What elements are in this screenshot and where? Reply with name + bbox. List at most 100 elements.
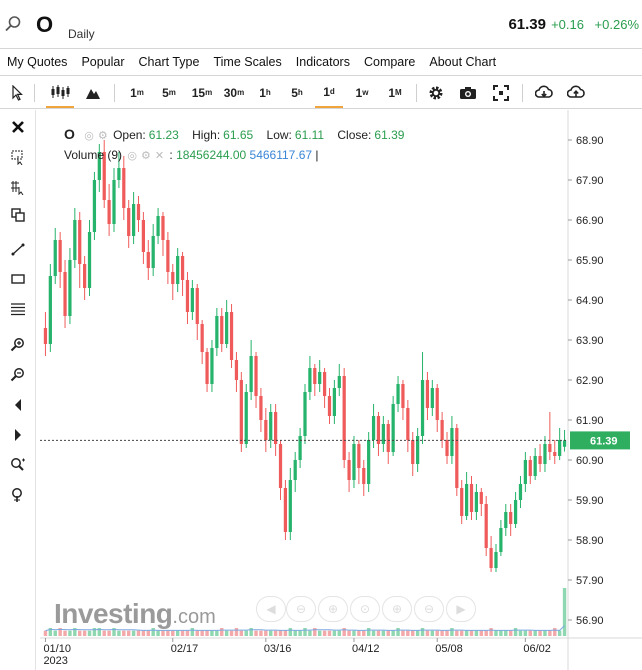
scroll-left-nav-icon[interactable]: ◀ bbox=[256, 596, 286, 622]
volume-bar bbox=[249, 628, 253, 636]
menu-compare[interactable]: Compare bbox=[363, 55, 416, 69]
candle-body bbox=[308, 368, 312, 392]
rectangle-icon[interactable] bbox=[6, 268, 30, 290]
cursor-icon[interactable] bbox=[6, 77, 28, 108]
candlestick-chart[interactable]: 68.90 67.90 66.90 65.90 64.90 63.90 62.90 61.90… bbox=[40, 110, 642, 670]
volume-bar bbox=[459, 630, 464, 636]
scroll-left-icon[interactable] bbox=[6, 394, 30, 416]
candle-body bbox=[332, 388, 336, 416]
area-chart-icon[interactable] bbox=[82, 77, 104, 108]
candle-body bbox=[107, 200, 111, 224]
volume-bar bbox=[474, 630, 479, 636]
fibonacci-icon[interactable] bbox=[6, 298, 30, 320]
menu-indicators[interactable]: Indicators bbox=[295, 55, 350, 69]
candle-body bbox=[406, 408, 410, 440]
close-icon[interactable]: ✕ bbox=[154, 150, 165, 162]
trend-line-icon[interactable] bbox=[6, 238, 30, 260]
eye-icon[interactable]: ◎ bbox=[84, 130, 94, 142]
menu-popular[interactable]: Popular bbox=[81, 55, 125, 69]
candlestick-chart-icon[interactable] bbox=[46, 77, 74, 108]
volume-bar bbox=[53, 630, 57, 636]
low-label: Low: bbox=[266, 128, 292, 142]
x-tick-label: 05/08 bbox=[435, 643, 463, 655]
y-tick-label: 60.90 bbox=[576, 455, 604, 467]
fullscreen-icon[interactable] bbox=[489, 77, 513, 108]
y-tick-label: 57.90 bbox=[576, 575, 604, 587]
settings-icon[interactable]: ⚙ bbox=[97, 130, 108, 142]
candle-body bbox=[141, 220, 146, 252]
scroll-right-icon[interactable] bbox=[6, 424, 30, 446]
candle-body bbox=[244, 392, 248, 444]
volume-bar bbox=[533, 630, 537, 636]
volume-bar bbox=[122, 630, 126, 636]
volume-bar bbox=[376, 630, 381, 636]
x-tick-label: 02/17 bbox=[171, 643, 199, 655]
volume-bar bbox=[381, 630, 386, 636]
settings-icon[interactable]: ⚙ bbox=[140, 150, 151, 162]
cloud-upload-icon[interactable] bbox=[564, 77, 588, 108]
volume-bar bbox=[244, 630, 248, 636]
volume-bar bbox=[411, 630, 415, 636]
close-icon[interactable] bbox=[6, 116, 30, 138]
zoom-out-nav-icon[interactable]: ⊖ bbox=[286, 596, 316, 622]
menu-about-chart[interactable]: About Chart bbox=[429, 55, 497, 69]
zoom-in-icon[interactable] bbox=[6, 334, 30, 356]
volume-bar bbox=[87, 630, 92, 636]
gear-icon[interactable] bbox=[424, 77, 448, 108]
price-change: +0.16 bbox=[551, 17, 584, 32]
magnifier-icon[interactable] bbox=[6, 484, 30, 506]
zoom-out-icon[interactable] bbox=[6, 364, 30, 386]
crosshair-icon[interactable] bbox=[6, 176, 30, 198]
eye-icon[interactable]: ◎ bbox=[127, 150, 137, 162]
volume-bar bbox=[455, 630, 459, 636]
candle-body bbox=[479, 492, 483, 504]
cloud-download-icon[interactable] bbox=[532, 77, 556, 108]
candle-body bbox=[151, 236, 155, 268]
candle-body bbox=[543, 444, 547, 464]
volume-bar bbox=[239, 630, 244, 636]
scroll-nav-icon[interactable]: ⊖ bbox=[414, 596, 444, 622]
candle-body bbox=[518, 484, 523, 500]
volume-bar bbox=[161, 630, 165, 636]
candle-body bbox=[87, 232, 92, 288]
volume-bar bbox=[425, 630, 430, 636]
clone-icon[interactable] bbox=[6, 204, 30, 226]
zoom-nav-icon[interactable]: ⊕ bbox=[382, 596, 412, 622]
candle-body bbox=[357, 444, 361, 468]
x-tick-label: 01/10 bbox=[43, 643, 71, 655]
candle-body bbox=[464, 484, 469, 516]
menu-my-quotes[interactable]: My Quotes bbox=[7, 55, 68, 69]
reset-zoom-nav-icon[interactable]: ⊙ bbox=[350, 596, 380, 622]
toolbar-divider bbox=[114, 84, 115, 102]
candle-body bbox=[205, 352, 209, 384]
candle-body bbox=[78, 220, 82, 264]
menu-chart-type[interactable]: Chart Type bbox=[138, 55, 200, 69]
zoom-in-nav-icon[interactable]: ⊕ bbox=[318, 596, 348, 622]
volume-bar bbox=[171, 630, 175, 636]
search-icon[interactable] bbox=[4, 15, 22, 33]
timeframe-30m[interactable]: 30 m bbox=[223, 85, 245, 100]
volume-bar bbox=[499, 630, 503, 636]
y-tick-label: 63.90 bbox=[576, 335, 604, 347]
menu-time-scales[interactable]: Time Scales bbox=[213, 55, 282, 69]
timeframe-15m[interactable]: 15 m bbox=[191, 85, 213, 100]
zoom-reset-icon[interactable] bbox=[6, 454, 30, 476]
candle-body bbox=[131, 204, 136, 236]
scroll-right-nav-icon[interactable]: ▶ bbox=[446, 596, 476, 622]
volume-bar bbox=[210, 630, 214, 636]
camera-icon[interactable] bbox=[456, 77, 480, 108]
candle-body bbox=[190, 288, 194, 312]
price-chart[interactable]: 68.90 67.90 66.90 65.90 64.90 63.90 62.90 61.90… bbox=[40, 110, 642, 670]
x-tick-label: 04/12 bbox=[352, 643, 380, 655]
candle-body bbox=[367, 440, 371, 484]
candle-body bbox=[499, 528, 503, 552]
price-change-percent: +0.26% bbox=[594, 17, 639, 32]
cursor-cross-icon[interactable] bbox=[6, 146, 30, 168]
